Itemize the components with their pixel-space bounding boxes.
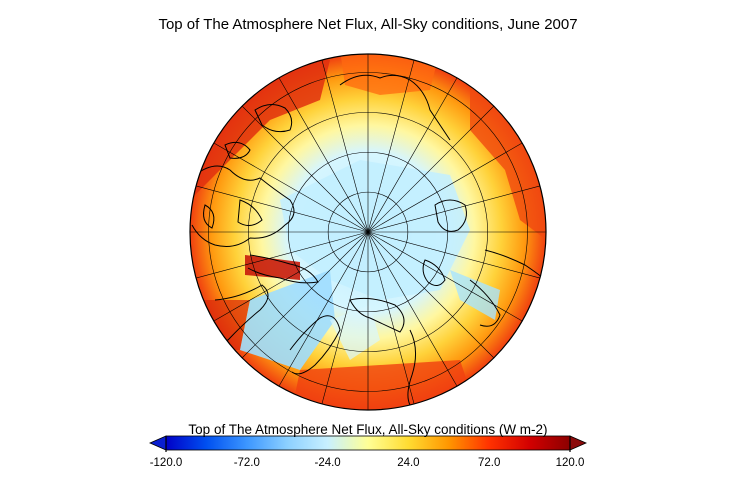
colorbar-bar xyxy=(165,435,571,451)
coastlines xyxy=(191,74,546,406)
meridian-line xyxy=(278,231,369,387)
meridian-line xyxy=(367,231,495,359)
colorbar-tick-label: -24.0 xyxy=(314,457,341,469)
map-boundary xyxy=(189,53,547,411)
colorbar-tick-label: -120.0 xyxy=(149,457,183,469)
latitude-circle xyxy=(327,191,409,273)
meridian-line xyxy=(367,105,495,233)
meridian-line xyxy=(213,231,369,322)
meridian-line xyxy=(367,77,458,233)
colorbar-tick-label: -72.0 xyxy=(233,457,260,469)
meridian-line xyxy=(367,231,458,387)
colorbar-label: Top of The Atmosphere Net Flux, All-Sky … xyxy=(188,422,548,437)
latitude-circle xyxy=(287,151,449,313)
map-title: Top of The Atmosphere Net Flux, All-Sky … xyxy=(158,16,578,33)
colorbar-tick-label: 24.0 xyxy=(397,457,420,469)
meridian-line xyxy=(278,77,369,233)
meridian-line xyxy=(367,142,523,233)
latitude-circle xyxy=(208,72,528,392)
meridian-line xyxy=(367,231,523,322)
meridian-line xyxy=(321,59,369,233)
meridian-line xyxy=(195,231,369,279)
meridian-line xyxy=(367,185,541,233)
meridian-line xyxy=(367,231,415,405)
meridian-line xyxy=(321,231,369,405)
colorbar xyxy=(149,435,587,452)
colorbar-under-arrow xyxy=(149,435,167,451)
meridian-line xyxy=(241,105,369,233)
colorbar-tick-label: 72.0 xyxy=(477,457,501,469)
latitude-circle xyxy=(248,112,488,352)
meridian-line xyxy=(195,185,369,233)
meridian-line xyxy=(241,231,369,359)
colorbar-tick-label: 120.0 xyxy=(555,457,585,469)
meridian-line xyxy=(367,231,541,279)
meridian-line xyxy=(367,59,415,233)
colorbar-over-arrow xyxy=(569,435,587,451)
graticule xyxy=(190,54,546,410)
